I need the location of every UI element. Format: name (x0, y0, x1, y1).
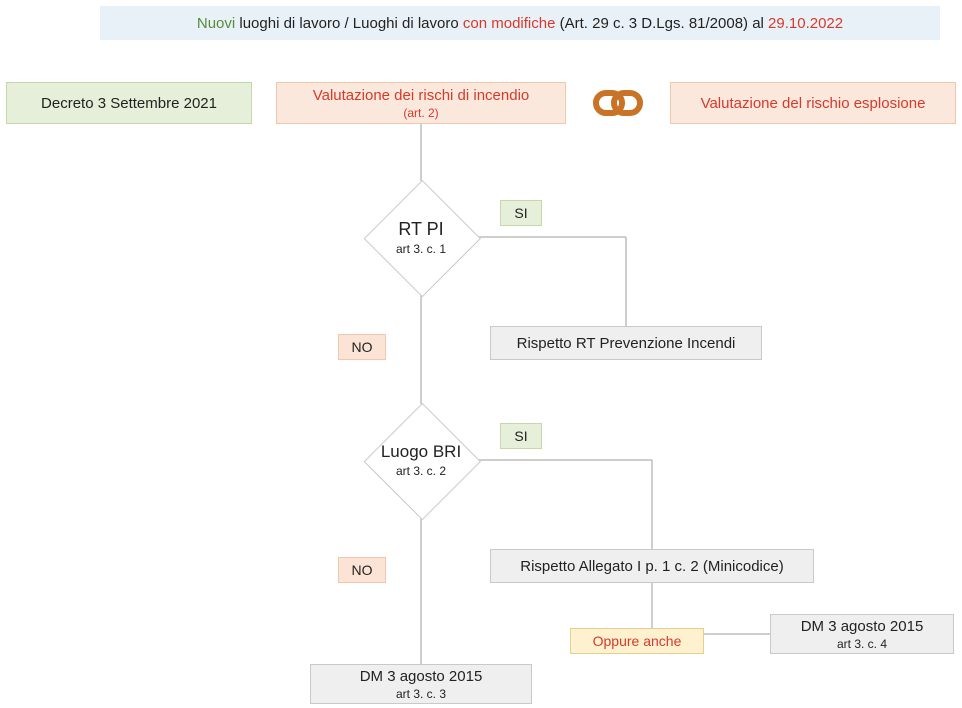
dm-2015-c4: DM 3 agosto 2015art 3. c. 4 (770, 614, 954, 654)
block-valutazione-incendio: Valutazione dei rischi di incendio(art. … (276, 82, 566, 124)
header-banner: Nuovi luoghi di lavoro / Luoghi di lavor… (100, 6, 940, 40)
dm-2015-c3: DM 3 agosto 2015art 3. c. 3 (310, 664, 532, 704)
result-minicodice: Rispetto Allegato I p. 1 c. 2 (Minicodic… (490, 549, 814, 583)
label-no-2: NO (338, 557, 386, 583)
label-no-1: NO (338, 334, 386, 360)
link-chain-icon (589, 88, 647, 118)
result-rt-prevenzione: Rispetto RT Prevenzione Incendi (490, 326, 762, 360)
label-si-2: SI (500, 423, 542, 449)
label-oppure-anche: Oppure anche (570, 628, 704, 654)
decision-rt-pi: RT PIart 3. c. 1 (365, 181, 477, 293)
decision-luogo-bri: Luogo BRIart 3. c. 2 (365, 404, 477, 516)
label-si-1: SI (500, 200, 542, 226)
block-decreto: Decreto 3 Settembre 2021 (6, 82, 252, 124)
block-valutazione-esplosione: Valutazione del rischio esplosione (670, 82, 956, 124)
flowchart-stage: Nuovi luoghi di lavoro / Luoghi di lavor… (0, 0, 962, 708)
